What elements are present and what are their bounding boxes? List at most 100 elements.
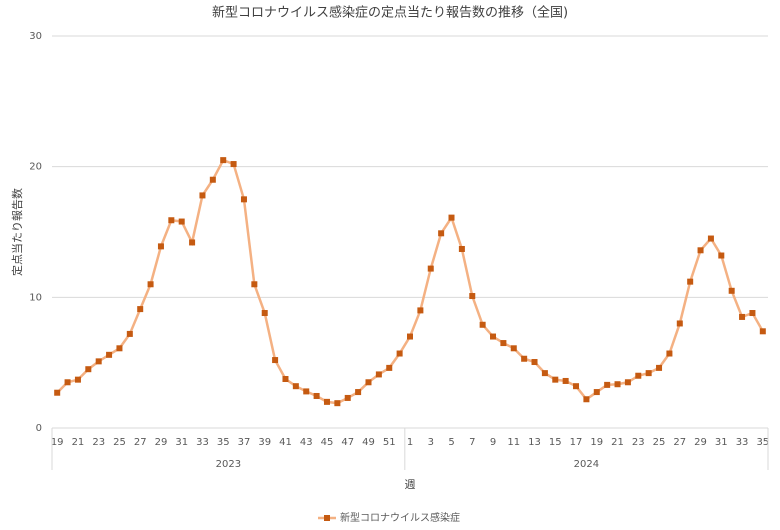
x-tick-label: 3: [428, 437, 434, 448]
x-group-label: 2024: [574, 459, 599, 470]
data-point: [417, 307, 424, 314]
data-point: [407, 333, 413, 340]
data-point: [635, 372, 642, 379]
data-point: [552, 376, 559, 383]
data-point: [157, 243, 164, 250]
data-point: [562, 377, 569, 384]
data-point: [624, 379, 631, 386]
x-tick-label: 35: [756, 437, 769, 448]
x-tick-label: 35: [217, 437, 230, 448]
data-point: [448, 214, 455, 221]
data-point: [749, 310, 756, 317]
x-tick-label: 1: [407, 437, 413, 448]
x-tick-label: 39: [258, 437, 271, 448]
x-tick-label: 23: [632, 437, 645, 448]
x-tick-label: 41: [279, 437, 292, 448]
data-point: [313, 392, 320, 399]
data-point: [676, 320, 683, 327]
data-point: [697, 247, 704, 254]
x-tick-label: 51: [383, 437, 396, 448]
data-point: [230, 161, 237, 168]
data-point: [541, 370, 548, 377]
data-point: [718, 252, 725, 259]
data-point: [85, 366, 92, 373]
data-point: [106, 351, 113, 358]
data-point: [469, 293, 476, 300]
x-tick-label: 49: [362, 437, 375, 448]
y-tick-label: 20: [29, 162, 42, 173]
data-point: [510, 345, 517, 352]
data-point: [282, 376, 289, 382]
x-tick-label: 19: [590, 437, 603, 448]
data-point: [458, 245, 465, 252]
x-tick-label: 23: [92, 437, 105, 448]
x-tick-label: 27: [134, 437, 147, 448]
data-point: [521, 355, 528, 362]
data-point: [531, 359, 538, 366]
x-group-label: 2023: [216, 459, 241, 470]
x-tick-label: 15: [549, 437, 562, 448]
data-point: [272, 357, 279, 364]
y-tick-label: 0: [36, 423, 42, 434]
x-tick-label: 27: [673, 437, 686, 448]
data-point: [645, 370, 652, 377]
x-tick-label: 47: [341, 437, 354, 448]
data-point: [251, 281, 258, 288]
data-point: [74, 376, 81, 383]
data-point: [209, 176, 216, 183]
data-point: [365, 379, 372, 386]
x-tick-label: 25: [113, 437, 126, 448]
data-point: [386, 364, 393, 371]
x-tick-label: 31: [175, 437, 188, 448]
chart-title: 新型コロナウイルス感染症の定点当たり報告数の推移（全国): [212, 5, 568, 21]
x-tick-label: 37: [238, 437, 251, 448]
data-point: [334, 400, 341, 407]
x-tick-label: 29: [694, 437, 707, 448]
data-point: [573, 383, 580, 390]
data-point: [137, 306, 144, 313]
data-point: [728, 287, 735, 294]
x-tick-label: 9: [490, 437, 496, 448]
x-tick-label: 21: [611, 437, 624, 448]
x-tick-label: 25: [653, 437, 666, 448]
data-point: [656, 364, 663, 371]
x-tick-label: 33: [196, 437, 209, 448]
data-point: [126, 330, 133, 337]
x-tick-label: 19: [51, 437, 64, 448]
x-tick-label: 17: [570, 437, 583, 448]
data-point: [759, 328, 766, 335]
data-point: [375, 371, 382, 378]
x-tick-label: 11: [507, 437, 520, 448]
data-point: [199, 192, 206, 199]
x-tick-label: 33: [736, 437, 749, 448]
x-tick-label: 31: [715, 437, 728, 448]
data-point: [707, 235, 714, 242]
legend-marker: [324, 515, 330, 521]
data-point: [189, 239, 196, 246]
y-tick-label: 30: [29, 31, 42, 42]
data-point: [583, 396, 590, 403]
data-point: [261, 310, 268, 317]
data-point: [64, 379, 71, 386]
x-tick-label: 21: [72, 437, 85, 448]
x-tick-label: 45: [321, 437, 334, 448]
data-point: [240, 196, 247, 203]
data-point: [355, 389, 362, 396]
data-point: [614, 381, 621, 388]
data-point: [396, 350, 403, 357]
data-point: [168, 217, 175, 224]
x-tick-label: 13: [528, 437, 541, 448]
x-tick-label: 5: [448, 437, 454, 448]
data-point: [479, 321, 486, 328]
data-point: [220, 157, 227, 164]
legend-label: 新型コロナウイルス感染症: [340, 511, 460, 524]
data-point: [604, 381, 611, 388]
data-point: [687, 278, 694, 285]
data-point: [292, 383, 299, 390]
x-tick-label: 29: [155, 437, 168, 448]
x-tick-label: 7: [469, 437, 475, 448]
data-point: [323, 398, 330, 405]
y-tick-label: 10: [29, 292, 42, 303]
data-point: [116, 345, 123, 352]
